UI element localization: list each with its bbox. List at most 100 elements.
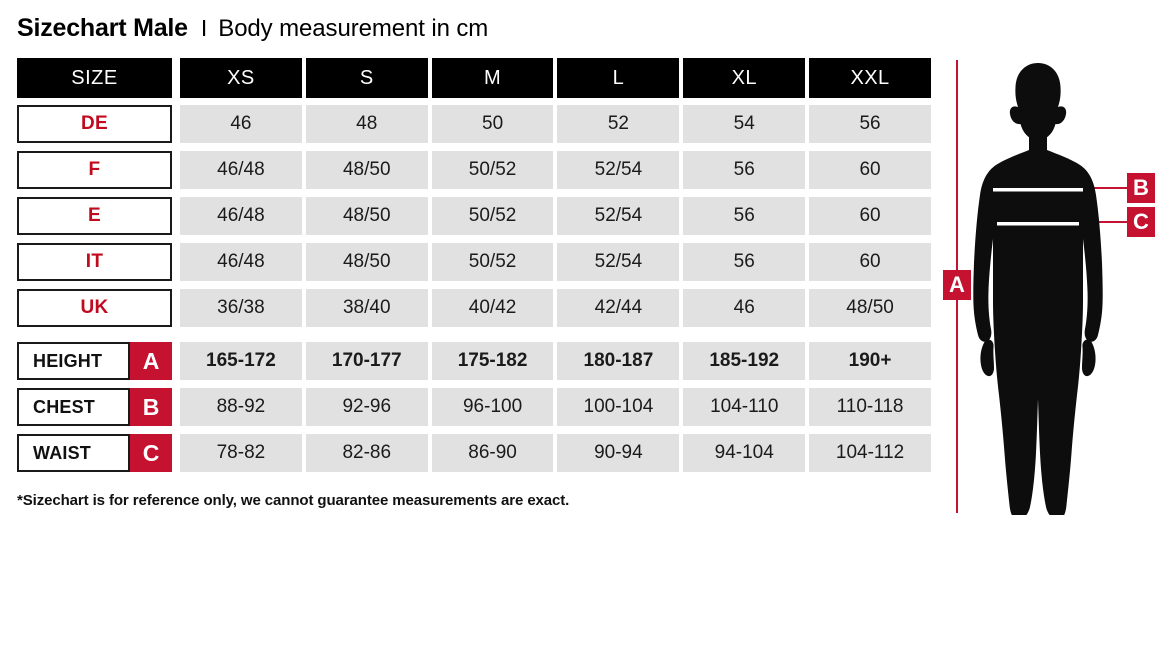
cell-f-l: 52/54 xyxy=(557,151,680,189)
column-header-xxl: XXL xyxy=(809,58,931,98)
title-subtitle: Body measurement in cm xyxy=(218,15,489,42)
footnote-text: *Sizechart is for reference only, we can… xyxy=(17,492,570,509)
cell-f-m: 50/52 xyxy=(431,151,554,189)
column-header-m: M xyxy=(431,58,554,98)
cell-waist-xxl: 104-112 xyxy=(809,434,931,472)
cell-height-xxl: 190+ xyxy=(809,342,931,380)
cell-height-m: 175-182 xyxy=(431,342,554,380)
cell-de-s: 48 xyxy=(305,105,428,143)
column-spacer xyxy=(172,58,180,98)
cell-uk-xxl: 48/50 xyxy=(809,289,931,327)
marker-badge-b: B xyxy=(130,388,172,426)
cell-waist-xl: 94-104 xyxy=(683,434,806,472)
male-body-silhouette-icon xyxy=(973,63,1103,515)
figure-marker-c: C xyxy=(1127,207,1155,237)
table-row: HEIGHT A 165-172 170-177 175-182 180-187… xyxy=(17,342,931,380)
cell-height-xl: 185-192 xyxy=(683,342,806,380)
cell-chest-xxl: 110-118 xyxy=(809,388,931,426)
row-label-chest: CHEST xyxy=(17,388,130,426)
row-values-de: 46 48 50 52 54 56 xyxy=(180,105,931,143)
cell-chest-s: 92-96 xyxy=(305,388,428,426)
table-row: IT 46/48 48/50 50/52 52/54 56 60 xyxy=(17,243,931,281)
figure-marker-a: A xyxy=(943,270,971,300)
row-values-it: 46/48 48/50 50/52 52/54 56 60 xyxy=(180,243,931,281)
cell-uk-l: 42/44 xyxy=(557,289,680,327)
marker-badge-c: C xyxy=(130,434,172,472)
column-spacer xyxy=(172,342,180,380)
figure-marker-b: B xyxy=(1127,173,1155,203)
cell-de-m: 50 xyxy=(431,105,554,143)
cell-de-xs: 46 xyxy=(180,105,302,143)
cell-e-xxl: 60 xyxy=(809,197,931,235)
cell-e-xs: 46/48 xyxy=(180,197,302,235)
table-row: F 46/48 48/50 50/52 52/54 56 60 xyxy=(17,151,931,189)
cell-uk-s: 38/40 xyxy=(305,289,428,327)
row-label-e: E xyxy=(17,197,172,235)
marker-badge-a: A xyxy=(130,342,172,380)
column-spacer xyxy=(172,388,180,426)
cell-chest-m: 96-100 xyxy=(431,388,554,426)
column-header-s: S xyxy=(305,58,428,98)
column-spacer xyxy=(172,289,180,327)
cell-de-xl: 54 xyxy=(683,105,806,143)
cell-height-xs: 165-172 xyxy=(180,342,302,380)
chest-leader-line xyxy=(1091,187,1127,189)
table-row: WAIST C 78-82 82-86 86-90 90-94 94-104 1… xyxy=(17,434,931,472)
body-measurement-figure: A B C xyxy=(935,55,1169,525)
size-column-headers: XS S M L XL XXL xyxy=(180,58,931,98)
cell-it-xxl: 60 xyxy=(809,243,931,281)
cell-it-l: 52/54 xyxy=(557,243,680,281)
row-values-uk: 36/38 38/40 40/42 42/44 46 48/50 xyxy=(180,289,931,327)
column-header-xl: XL xyxy=(683,58,806,98)
cell-uk-m: 40/42 xyxy=(431,289,554,327)
column-spacer xyxy=(172,243,180,281)
cell-f-xs: 46/48 xyxy=(180,151,302,189)
row-label-uk: UK xyxy=(17,289,172,327)
row-label-it: IT xyxy=(17,243,172,281)
cell-chest-xl: 104-110 xyxy=(683,388,806,426)
table-row: DE 46 48 50 52 54 56 xyxy=(17,105,931,143)
cell-waist-s: 82-86 xyxy=(305,434,428,472)
column-spacer xyxy=(172,197,180,235)
cell-f-xl: 56 xyxy=(683,151,806,189)
cell-chest-l: 100-104 xyxy=(557,388,680,426)
cell-it-xl: 56 xyxy=(683,243,806,281)
title-separator: I xyxy=(200,15,208,41)
row-label-de: DE xyxy=(17,105,172,143)
table-header-row: SIZE XS S M L XL XXL xyxy=(17,58,931,98)
column-spacer xyxy=(172,151,180,189)
column-header-size: SIZE xyxy=(17,58,172,98)
row-label-waist: WAIST xyxy=(17,434,130,472)
cell-waist-xs: 78-82 xyxy=(180,434,302,472)
cell-height-s: 170-177 xyxy=(305,342,428,380)
row-label-f: F xyxy=(17,151,172,189)
cell-e-xl: 56 xyxy=(683,197,806,235)
title-main: Sizechart Male xyxy=(17,14,188,42)
page-title: Sizechart Male I Body measurement in cm xyxy=(17,14,488,43)
cell-f-s: 48/50 xyxy=(305,151,428,189)
cell-it-s: 48/50 xyxy=(305,243,428,281)
row-values-e: 46/48 48/50 50/52 52/54 56 60 xyxy=(180,197,931,235)
column-header-xs: XS xyxy=(180,58,302,98)
waist-leader-line xyxy=(1095,221,1127,223)
cell-it-m: 50/52 xyxy=(431,243,554,281)
sizechart-table: SIZE XS S M L XL XXL DE 46 48 50 52 54 5… xyxy=(17,58,931,480)
cell-e-m: 50/52 xyxy=(431,197,554,235)
cell-it-xs: 46/48 xyxy=(180,243,302,281)
row-values-f: 46/48 48/50 50/52 52/54 56 60 xyxy=(180,151,931,189)
cell-waist-m: 86-90 xyxy=(431,434,554,472)
row-values-height: 165-172 170-177 175-182 180-187 185-192 … xyxy=(180,342,931,380)
table-row: CHEST B 88-92 92-96 96-100 100-104 104-1… xyxy=(17,388,931,426)
column-header-l: L xyxy=(557,58,680,98)
cell-uk-xs: 36/38 xyxy=(180,289,302,327)
table-row: E 46/48 48/50 50/52 52/54 56 60 xyxy=(17,197,931,235)
table-row: UK 36/38 38/40 40/42 42/44 46 48/50 xyxy=(17,289,931,327)
cell-height-l: 180-187 xyxy=(557,342,680,380)
column-spacer xyxy=(172,105,180,143)
cell-f-xxl: 60 xyxy=(809,151,931,189)
column-spacer xyxy=(172,434,180,472)
row-label-height: HEIGHT xyxy=(17,342,130,380)
cell-e-s: 48/50 xyxy=(305,197,428,235)
cell-de-l: 52 xyxy=(557,105,680,143)
cell-chest-xs: 88-92 xyxy=(180,388,302,426)
